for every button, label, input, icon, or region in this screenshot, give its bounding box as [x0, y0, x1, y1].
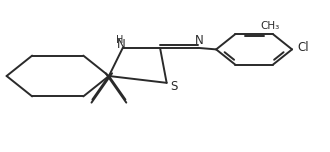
Text: N: N	[195, 34, 204, 47]
Text: H: H	[116, 35, 124, 45]
Text: N: N	[117, 38, 126, 51]
Text: Cl: Cl	[297, 41, 309, 54]
Text: S: S	[170, 80, 178, 93]
Text: CH₃: CH₃	[260, 21, 280, 31]
